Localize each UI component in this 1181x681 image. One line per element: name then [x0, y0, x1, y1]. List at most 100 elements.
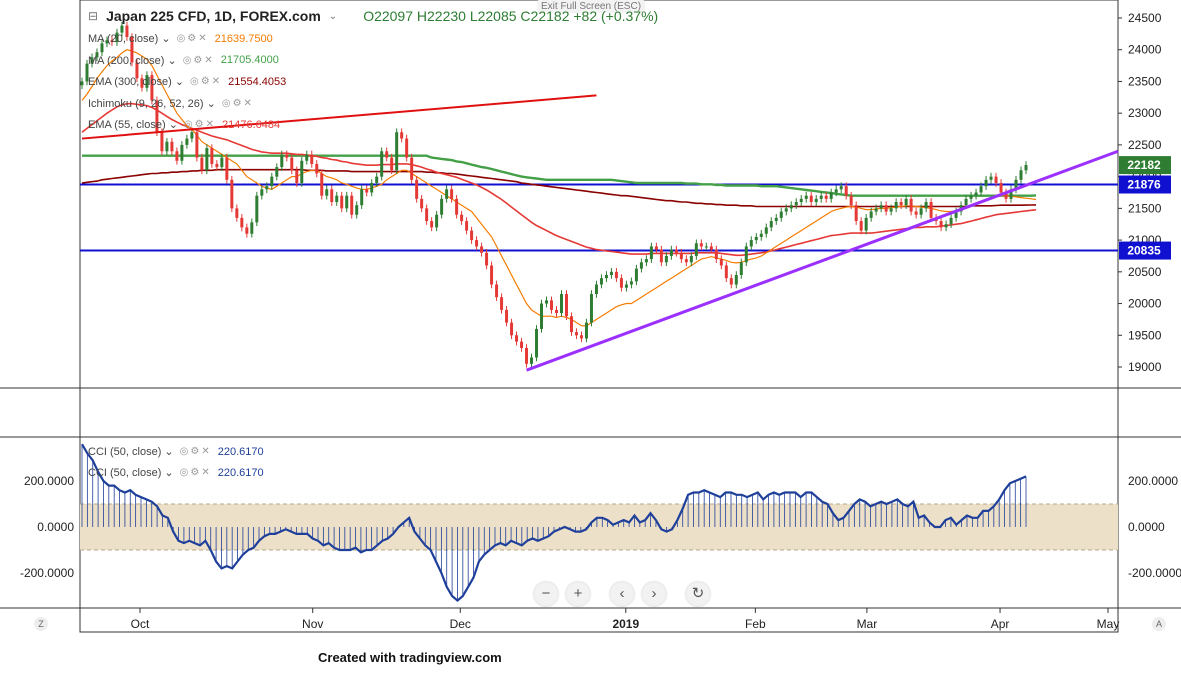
- cci-controls-icon[interactable]: ◎⚙✕: [179, 467, 212, 478]
- candle-body: [884, 205, 888, 212]
- price-tick-label: 20500: [1128, 265, 1162, 279]
- candle-body: [85, 63, 89, 82]
- candle-body: [485, 252, 489, 266]
- candle-body: [80, 81, 84, 86]
- candle-body: [714, 249, 718, 260]
- exit-full-screen-hint[interactable]: Exit Full Screen (ESC): [537, 0, 646, 13]
- candle-body: [784, 208, 788, 212]
- zoom-icon[interactable]: Z: [34, 617, 48, 631]
- candle-body: [844, 186, 848, 196]
- candle-body: [90, 57, 94, 64]
- candle-body: [989, 176, 993, 180]
- time-tick-label: Oct: [131, 617, 150, 631]
- candle-body: [824, 195, 828, 199]
- candle-body: [984, 179, 988, 187]
- candle-body: [360, 189, 364, 206]
- plot-frame: [79, 0, 1119, 633]
- candle-body: [175, 151, 179, 161]
- candle-body: [584, 322, 588, 339]
- indicator-controls-icon[interactable]: ◎⚙✕: [221, 97, 254, 109]
- price-tick-label: 23000: [1128, 106, 1162, 120]
- candle-body: [874, 208, 878, 212]
- candle-body: [634, 268, 638, 282]
- indicator-controls-icon[interactable]: ◎⚙✕: [183, 119, 216, 130]
- price-tick-label: 19500: [1128, 328, 1162, 342]
- cci-legend-item[interactable]: CCI (50, close) ⌄ ◎⚙✕ 220.6170: [88, 445, 264, 459]
- candle-body: [704, 246, 708, 248]
- cci-controls-icon[interactable]: ◎⚙✕: [179, 446, 212, 457]
- cci-indicator-name[interactable]: CCI (50, close) ⌄: [88, 467, 174, 479]
- candle-body: [554, 309, 558, 314]
- chevron-down-icon[interactable]: ⌄: [328, 10, 338, 22]
- indicator-legend-item[interactable]: Ichimoku (9, 26, 52, 26) ⌄ ◎⚙✕: [88, 97, 260, 110]
- indicator-controls-icon[interactable]: ◎⚙✕: [182, 54, 215, 66]
- candle-body: [390, 157, 394, 171]
- candle-body: [500, 297, 504, 310]
- reset-chart-button[interactable]: ↻: [686, 582, 710, 606]
- zoom-out-button[interactable]: −: [534, 582, 558, 606]
- candle-body: [300, 160, 304, 183]
- candle-body: [724, 265, 728, 279]
- symbol-title[interactable]: Japan 225 CFD, 1D, FOREX.com: [106, 8, 321, 24]
- scroll-left-button[interactable]: ‹: [610, 582, 634, 606]
- ohlc-values: O22097 H22230 L22085 C22182 +82 (+0.37%): [363, 8, 659, 24]
- candle-body: [1009, 189, 1013, 199]
- candle-body: [125, 25, 129, 38]
- candle-body: [155, 100, 159, 133]
- indicator-name[interactable]: Ichimoku (9, 26, 52, 26) ⌄: [88, 97, 216, 110]
- candle-body: [619, 278, 623, 288]
- candle-body: [225, 157, 229, 180]
- candle-body: [115, 32, 119, 43]
- indicator-controls-icon[interactable]: ◎⚙✕: [176, 33, 209, 44]
- grid: [0, 0, 1181, 633]
- indicator-legend-item[interactable]: MA (20, close) ⌄ ◎⚙✕ 21639.7500: [88, 32, 273, 46]
- candle-body: [974, 192, 978, 196]
- indicator-name[interactable]: MA (200, close) ⌄: [88, 54, 177, 67]
- indicator-controls-icon[interactable]: ◎⚙✕: [190, 76, 223, 87]
- candle-body: [95, 52, 99, 58]
- candle-body: [804, 195, 808, 199]
- candle-body: [365, 189, 369, 193]
- cci-indicator-name[interactable]: CCI (50, close) ⌄: [88, 446, 174, 458]
- candle-body: [375, 176, 379, 183]
- indicator-name[interactable]: MA (20, close) ⌄: [88, 33, 171, 45]
- scroll-right-button[interactable]: ›: [642, 582, 666, 606]
- candle-body: [410, 157, 414, 180]
- candle-body: [370, 182, 374, 193]
- indicator-name[interactable]: EMA (300, close) ⌄: [88, 76, 185, 88]
- indicator-legend-item[interactable]: EMA (300, close) ⌄ ◎⚙✕ 21554.4053: [88, 75, 287, 89]
- indicator-value: 21554.4053: [228, 75, 287, 88]
- candle-body: [450, 189, 454, 199]
- candle-body: [924, 202, 928, 209]
- candle-body: [495, 284, 499, 298]
- candle-body: [525, 347, 529, 364]
- candle-body: [949, 217, 953, 225]
- indicator-legend-item[interactable]: EMA (55, close) ⌄ ◎⚙✕ 21476.6484: [88, 118, 280, 132]
- zoom-in-button[interactable]: +: [566, 582, 590, 606]
- indicator-name[interactable]: EMA (55, close) ⌄: [88, 119, 178, 131]
- candle-body: [1004, 192, 1008, 199]
- credit-text: Created with tradingview.com: [318, 650, 502, 665]
- candle-body: [819, 195, 823, 199]
- candle-body: [435, 214, 439, 228]
- candle-body: [165, 141, 169, 152]
- candle-body: [684, 259, 688, 263]
- candle-body: [709, 246, 713, 250]
- cci-legend-item[interactable]: CCI (50, close) ⌄ ◎⚙✕ 220.6170: [88, 466, 264, 480]
- cci-indicator-value: 220.6170: [217, 466, 264, 479]
- candle-body: [1019, 170, 1023, 180]
- candle-body: [614, 271, 618, 279]
- candle-body: [914, 211, 918, 215]
- time-tick-label: Apr: [991, 617, 1010, 631]
- candle-body: [589, 294, 593, 323]
- candle-body: [574, 332, 578, 336]
- price-tick-label: 24500: [1128, 11, 1162, 25]
- auto-scale-icon[interactable]: A: [1152, 617, 1166, 631]
- collapse-icon[interactable]: ⊟: [88, 9, 99, 23]
- candle-body: [395, 132, 399, 171]
- candle-body: [520, 341, 524, 348]
- candle-body: [664, 255, 668, 263]
- candle-body: [594, 284, 598, 295]
- candle-body: [530, 357, 534, 364]
- indicator-legend-item[interactable]: MA (200, close) ⌄ ◎⚙✕ 21705.4000: [88, 54, 279, 67]
